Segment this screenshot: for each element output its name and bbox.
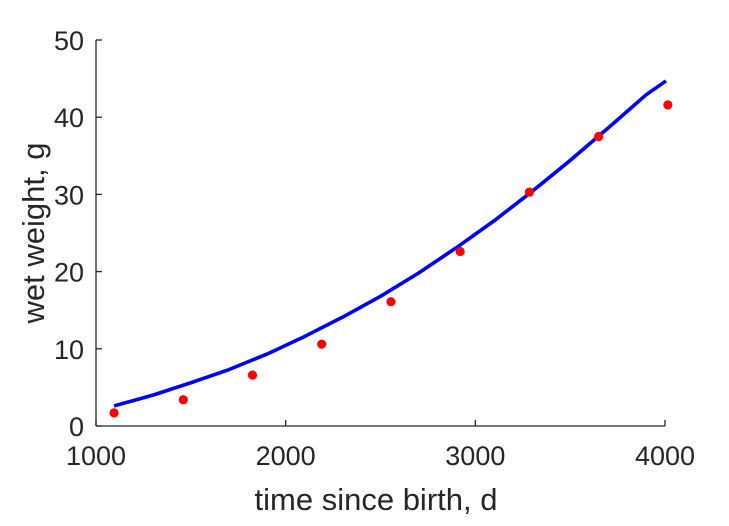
data-point	[663, 100, 673, 110]
x-axis-label: time since birth, d	[255, 482, 498, 517]
labels-layer: time since birth, d wet weight, g	[16, 143, 497, 517]
x-tick-label: 3000	[445, 441, 505, 471]
y-tick-label: 30	[54, 180, 84, 210]
y-tick-label: 50	[54, 26, 84, 56]
y-tick-label: 40	[54, 103, 84, 133]
x-tick-label: 4000	[635, 441, 695, 471]
x-tick-label: 1000	[66, 441, 126, 471]
y-tick-label: 0	[69, 412, 84, 442]
fit-line	[113, 79, 667, 408]
x-tick-label: 2000	[256, 441, 316, 471]
data-point	[594, 131, 604, 142]
data-point	[455, 246, 465, 257]
data-point	[386, 297, 396, 307]
data-point	[524, 187, 534, 197]
data-point	[109, 408, 119, 418]
axes-layer: 1000 2000 3000 4000 0 10 20 30 40 50	[54, 26, 695, 471]
data-point	[247, 370, 258, 380]
y-axis-label: wet weight, g	[16, 143, 51, 325]
y-tick-label: 10	[54, 335, 84, 365]
y-tick-label: 20	[54, 258, 84, 288]
data-point	[178, 395, 188, 405]
data-point	[317, 339, 327, 349]
series-layer	[109, 79, 673, 418]
